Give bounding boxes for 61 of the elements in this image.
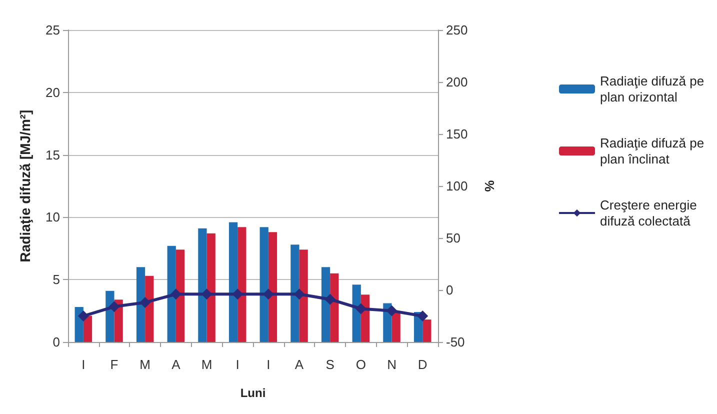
bar	[136, 267, 146, 342]
bar	[167, 246, 176, 342]
y-axis-title: Radiaţie difuză [MJ/m²]	[17, 110, 33, 262]
x-tick-label: A	[172, 357, 181, 372]
x-tick-label: O	[356, 357, 366, 372]
bar	[299, 250, 308, 342]
y-tick-label: 25	[46, 22, 60, 38]
point	[78, 310, 89, 322]
point	[201, 288, 212, 300]
legend-label: Creştere energie difuză colectată	[600, 198, 700, 228]
y2-axis-title: %	[482, 180, 497, 192]
bar	[206, 233, 216, 342]
x-tick-label: M	[140, 357, 151, 372]
y-tick-label: 20	[46, 84, 60, 100]
bar	[392, 312, 400, 342]
x-tick-label: S	[326, 357, 335, 372]
x-tick-label: I	[236, 357, 240, 372]
x-tick-label: A	[294, 357, 304, 372]
x-tick-label: I	[82, 357, 86, 372]
bar	[228, 222, 238, 342]
y-tick-label: 10	[46, 210, 60, 225]
y2-tick-label: -50	[446, 334, 465, 350]
bar	[198, 228, 207, 342]
point	[108, 301, 120, 312]
y2-tick-label: 150	[446, 126, 468, 142]
point	[355, 303, 366, 314]
x-tick-label: M	[201, 357, 212, 372]
x-tick-label: F	[110, 357, 118, 372]
x-tick-label: I	[266, 357, 270, 372]
y-tick-label: 5	[52, 272, 60, 288]
bar	[352, 284, 361, 342]
bar	[83, 316, 92, 342]
x-axis-title: Luni	[240, 386, 266, 400]
bar	[260, 227, 268, 342]
bar	[268, 232, 278, 342]
point	[140, 296, 151, 308]
y2-tick-label: 250	[446, 22, 468, 38]
legend-label: Radiaţie difuză pe plan orizontal	[600, 74, 708, 104]
y2-tick-label: 50	[446, 230, 460, 246]
bar	[145, 276, 154, 342]
x-tick-label: D	[418, 357, 428, 372]
point	[262, 288, 274, 300]
bar	[422, 320, 432, 342]
point	[170, 288, 182, 300]
x-tick-label: N	[387, 357, 396, 372]
point	[417, 310, 428, 322]
y2-tick-label: 100	[446, 178, 468, 194]
bar	[321, 267, 330, 342]
bar	[290, 244, 300, 342]
bar	[176, 250, 185, 342]
point	[294, 288, 305, 300]
point	[386, 305, 398, 316]
y-tick-label: 15	[46, 147, 60, 162]
bar	[238, 227, 246, 342]
y-tick-label: 0	[52, 334, 60, 350]
y2-tick-label: 200	[446, 74, 468, 90]
y2-tick-label: 0	[446, 282, 454, 298]
legend-label: Radiaţie difuză pe plan înclinat	[600, 136, 708, 166]
bar	[330, 273, 339, 342]
point	[232, 288, 244, 300]
point	[324, 294, 336, 305]
